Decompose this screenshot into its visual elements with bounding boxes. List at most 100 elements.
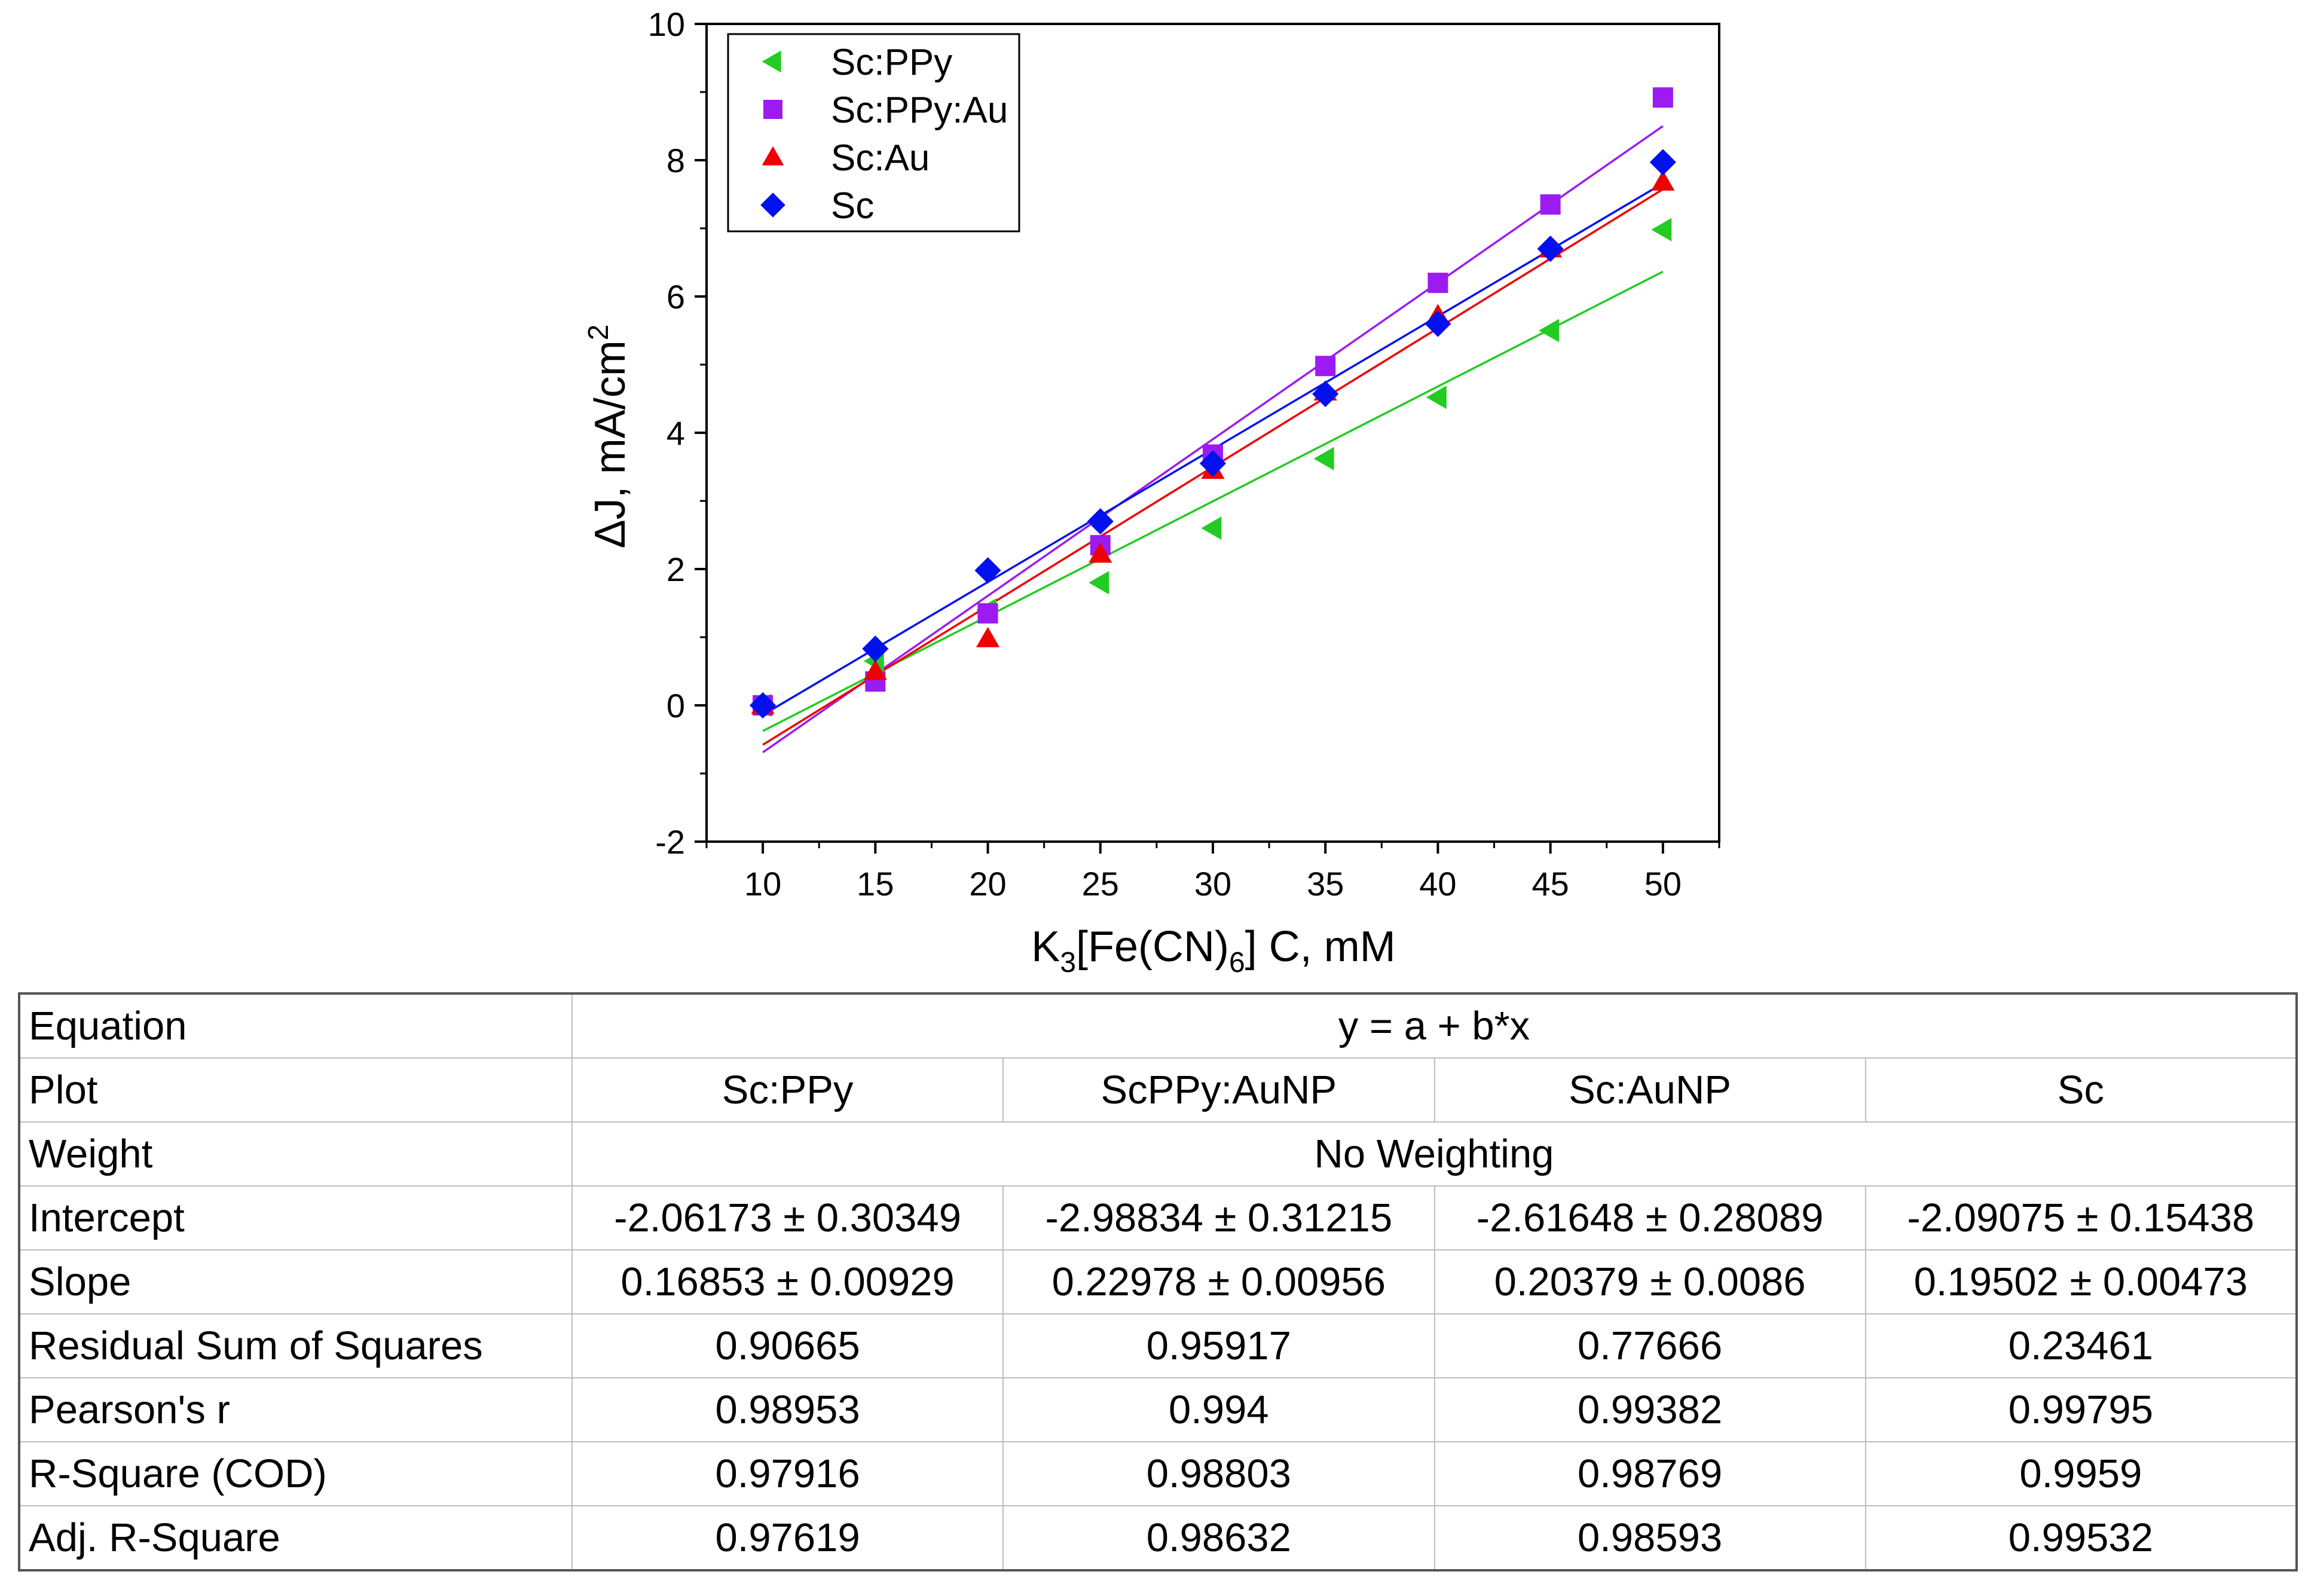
data-point [1651, 218, 1672, 241]
x-tick-label: 25 [1082, 865, 1119, 903]
table-cell: ScPPy:AuNP [1002, 1057, 1435, 1123]
legend-label: Sc:PPy [831, 42, 952, 83]
data-point [1424, 310, 1451, 337]
data-point [863, 659, 887, 680]
table-row: Weight No Weighting [19, 1121, 2297, 1187]
x-tick-label: 50 [1644, 865, 1682, 903]
table-row: Slope 0.16853 ± 0.00929 0.22978 ± 0.00956 0… [19, 1249, 2298, 1314]
y-tick-label: 10 [648, 5, 685, 43]
fit-line [762, 125, 1664, 754]
legend-marker [762, 50, 781, 73]
table-cell: 0.98803 [1002, 1441, 1435, 1506]
table-cell: 0.98769 [1433, 1441, 1866, 1506]
legend: Sc:PPy Sc:PPy:Au Sc:Au Sc [727, 33, 1020, 233]
row-label: Weight [19, 1121, 573, 1187]
x-tick-label: 10 [744, 865, 781, 903]
table-cell: 0.98593 [1433, 1505, 1866, 1571]
table-cell: 0.98953 [571, 1377, 1004, 1442]
table-cell: 0.99532 [1864, 1505, 2298, 1571]
row-label: Adj. R-Square [19, 1505, 573, 1571]
table-cell: Sc:PPy [571, 1057, 1004, 1123]
data-point [862, 635, 889, 662]
data-point [1087, 508, 1114, 535]
table-cell: -2.06173 ± 0.30349 [571, 1185, 1004, 1250]
table-row: Plot Sc:PPy ScPPy:AuNP Sc:AuNP Sc [19, 1057, 2298, 1123]
data-point [1651, 170, 1675, 191]
table-cell: 0.99795 [1864, 1377, 2298, 1442]
table-cell: 0.22978 ± 0.00956 [1002, 1249, 1435, 1314]
y-tick-label: 2 [667, 551, 685, 588]
table-cell: -2.98834 ± 0.31215 [1002, 1185, 1435, 1250]
data-point [1089, 542, 1112, 563]
data-point [974, 557, 1001, 584]
data-point [1201, 516, 1222, 540]
x-tick-label: 35 [1307, 865, 1344, 903]
data-point [1312, 380, 1339, 408]
table-cell: 0.90665 [571, 1313, 1004, 1378]
table-cell: 0.23461 [1864, 1313, 2298, 1378]
legend-marker [763, 100, 782, 119]
row-label: Slope [19, 1249, 573, 1314]
table-cell: 0.16853 ± 0.00929 [571, 1249, 1004, 1314]
table-cell: 0.77666 [1433, 1313, 1866, 1378]
data-markers [750, 87, 1676, 719]
y-tick-label: 0 [667, 687, 685, 724]
y-tick-label: -2 [655, 823, 685, 861]
table-cell: Sc:AuNP [1433, 1057, 1866, 1123]
table-row: Pearson's r 0.98953 0.994 0.99382 0.99795 [19, 1377, 2298, 1442]
row-label: R-Square (COD) [19, 1441, 573, 1506]
x-tick-label: 30 [1194, 865, 1231, 903]
table-cell: 0.97619 [571, 1505, 1004, 1571]
table-cell: Sc [1864, 1057, 2298, 1123]
data-point [1089, 571, 1109, 595]
merged-cell: No Weighting [571, 1121, 2297, 1187]
data-point [1313, 447, 1334, 470]
table-row: Equation y = a + b*x [19, 993, 2297, 1059]
x-tick-label: 45 [1532, 865, 1569, 903]
y-tick-label: 4 [667, 414, 685, 452]
table-cell: 0.98632 [1002, 1505, 1435, 1571]
table-row: Intercept -2.06173 ± 0.30349 -2.98834 ± 0.… [19, 1185, 2298, 1250]
data-point [1315, 356, 1336, 377]
table-cell: 0.994 [1002, 1377, 1435, 1442]
merged-cell: y = a + b*x [571, 993, 2297, 1059]
data-point [1540, 194, 1561, 215]
data-point [1427, 273, 1448, 293]
axes: 10 15 20 25 30 35 40 45 50 -2 0 2 4 6 8 10 [648, 5, 1720, 903]
linear-fit-table: Equation y = a + b*x Plot Sc:PPy ScPPy:AuNP S… [18, 992, 2298, 1571]
table-row: R-Square (COD) 0.97916 0.98803 0.98769 0.995… [19, 1441, 2298, 1506]
data-point [1539, 319, 1560, 343]
data-point [1537, 236, 1564, 262]
y-axis-label: ΔJ, mA/cm2 [583, 325, 634, 549]
data-point [750, 692, 776, 719]
row-label: Equation [19, 993, 573, 1059]
y-tick-label: 8 [667, 142, 685, 179]
legend-marker [762, 146, 784, 166]
table-cell: 0.97916 [571, 1441, 1004, 1506]
data-point [1649, 149, 1676, 176]
table-row: Residual Sum of Squares 0.90665 0.95917 0.7… [19, 1313, 2298, 1378]
legend-label: Sc [831, 185, 874, 227]
x-tick-label: 15 [857, 865, 894, 903]
row-label: Residual Sum of Squares [19, 1313, 573, 1378]
table-cell: -2.61648 ± 0.28089 [1433, 1185, 1866, 1250]
table-row: Adj. R-Square 0.97619 0.98632 0.98593 0.9953… [19, 1505, 2298, 1571]
row-label: Pearson's r [19, 1377, 573, 1442]
legend-label: Sc:PPy:Au [831, 90, 1008, 131]
table-cell: 0.99382 [1433, 1377, 1866, 1442]
fit-line [762, 270, 1664, 732]
table-cell: 0.9959 [1864, 1441, 2298, 1506]
data-point [977, 603, 998, 624]
data-point [1199, 450, 1227, 477]
legend-label: Sc:Au [831, 137, 930, 179]
data-point [1652, 87, 1673, 108]
table-cell: 0.19502 ± 0.00473 [1864, 1249, 2298, 1314]
row-label: Intercept [19, 1185, 573, 1250]
table-cell: 0.20379 ± 0.0086 [1433, 1249, 1866, 1314]
data-point [1426, 386, 1447, 409]
table-cell: -2.09075 ± 0.15438 [1864, 1185, 2298, 1250]
legend-marker [760, 192, 785, 218]
row-label: Plot [19, 1057, 573, 1123]
x-axis-label: K3[Fe(CN)6] C, mM [1031, 923, 1395, 979]
